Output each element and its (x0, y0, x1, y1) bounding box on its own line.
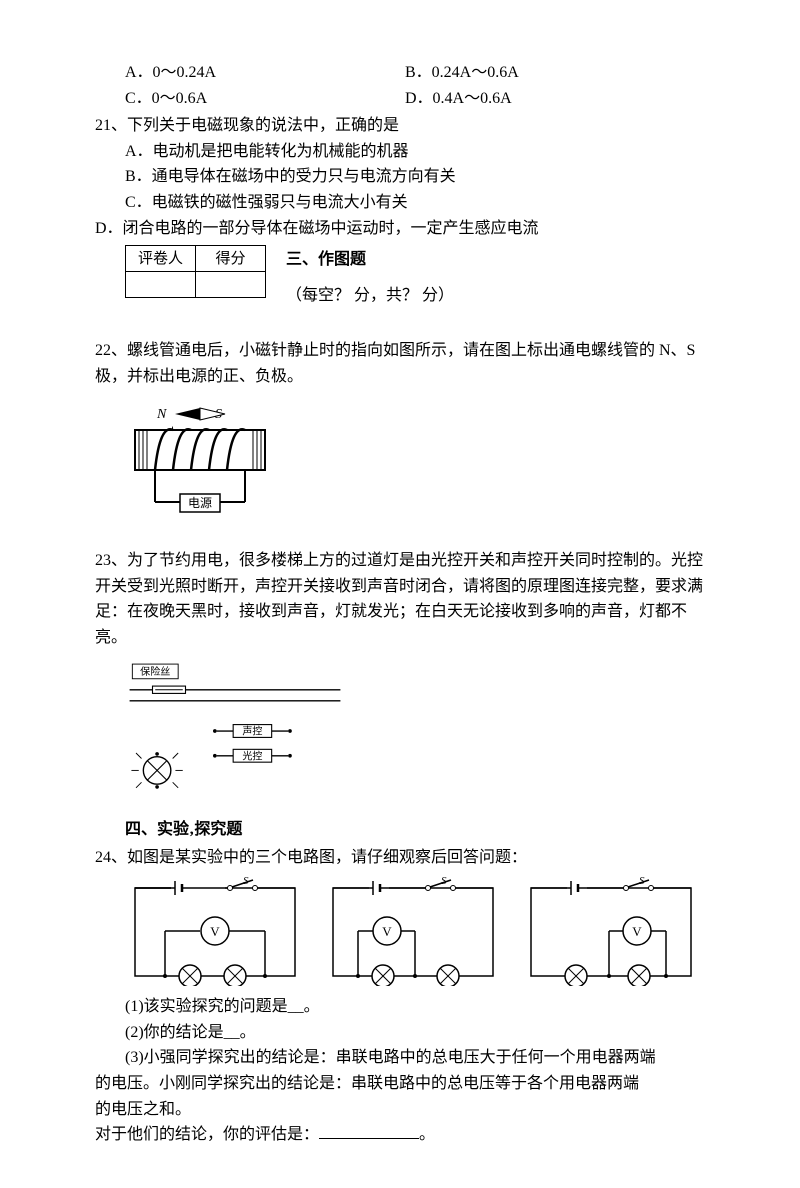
solenoid-diagram: N S 电源 (125, 402, 275, 530)
q21-stem: 21、下列关于电磁现象的说法中，正确的是 (95, 113, 705, 139)
svg-text:V: V (382, 924, 392, 939)
q24-sub2: (2)你的结论是__。 (125, 1020, 705, 1046)
q24-sub3-line4: 对于他们的结论，你的评估是： 。 (95, 1122, 705, 1148)
q24-figures: S V S V (125, 876, 705, 986)
q20-options-row1: A．0～0.24A B．0.24A～0.6A (125, 60, 705, 86)
q23-circuit-diagram: 保险丝 声控 光控 (125, 661, 345, 801)
q23-text: 23、为了节约用电，很多楼梯上方的过道灯是由光控开关和声控开关同时控制的。光控开… (95, 548, 705, 650)
q20-options-row2: C．0～0.6A D．0.4A～0.6A (125, 86, 705, 112)
q20-option-c: C．0～0.6A (125, 86, 405, 112)
q22-text: 22、螺线管通电后，小磁针静止时的指向如图所示，请在图上标出通电螺线管的 N、S… (95, 338, 705, 389)
q22-figure: N S 电源 (125, 402, 705, 539)
q20-option-b: B．0.24A～0.6A (405, 60, 685, 86)
q24-sub3-prefix: 对于他们的结论，你的评估是： (95, 1126, 319, 1143)
svg-text:S: S (243, 876, 249, 887)
fuse-label: 保险丝 (140, 665, 170, 678)
score-cell-grader (126, 272, 196, 298)
battery-label: 电源 (188, 496, 212, 510)
score-cell-score (196, 272, 266, 298)
q21-option-a: A．电动机是把电能转化为机械能的机器 (125, 139, 705, 165)
q24-sub3-line3: 的电压之和。 (95, 1097, 705, 1123)
q20-option-a: A．0～0.24A (125, 60, 405, 86)
q24-sub3-line1: (3)小强同学探究出的结论是：串联电路中的总电压大于任何一个用电器两端 (125, 1045, 705, 1071)
svg-text:S: S (639, 876, 645, 887)
needle-n-label: N (156, 407, 167, 422)
svg-text:S: S (441, 876, 447, 887)
section4-title: 四、实验‚探究题 (125, 817, 705, 843)
q21-option-c: C．电磁铁的磁性强弱只与电流大小有关 (125, 190, 705, 216)
q21-option-d: D．闭合电路的一部分导体在磁场中运动时，一定产生感应电流 (95, 216, 705, 242)
section3-subtitle: （每空？ 分，共？ 分） (286, 283, 454, 309)
q20-option-d: D．0.4A～0.6A (405, 86, 685, 112)
q24-sub1: (1)该实验探究的问题是__。 (125, 994, 705, 1020)
light-switch-label: 光控 (242, 749, 262, 762)
q23-figure: 保险丝 声控 光控 (125, 661, 705, 810)
svg-text:V: V (210, 924, 220, 939)
sound-switch-label: 声控 (242, 724, 262, 737)
q24-circuit-3: S V (521, 876, 701, 986)
score-header-grader: 评卷人 (126, 246, 196, 272)
score-table: 评卷人 得分 (125, 245, 266, 298)
needle-left-icon (175, 408, 200, 420)
q24-circuit-2: S V (323, 876, 503, 986)
q21-option-b: B．通电导体在磁场中的受力只与电流方向有关 (125, 164, 705, 190)
q24-circuit-1: S V (125, 876, 305, 986)
svg-text:V: V (632, 924, 642, 939)
section3-title: 三、作图题 (286, 247, 454, 273)
score-header-score: 得分 (196, 246, 266, 272)
q24-sub3-line2: 的电压。小刚同学探究出的结论是：串联电路中的总电压等于各个用电器两端 (95, 1071, 705, 1097)
section3-heading: 三、作图题 （每空？ 分，共？ 分） (286, 245, 454, 308)
section3-header-row: 评卷人 得分 三、作图题 （每空？ 分，共？ 分） (95, 245, 705, 308)
answer-blank (319, 1123, 419, 1139)
q24-stem: 24、如图是某实验中的三个电路图，请仔细观察后回答问题： (95, 845, 705, 871)
q24-sub3-suffix: 。 (419, 1126, 435, 1143)
